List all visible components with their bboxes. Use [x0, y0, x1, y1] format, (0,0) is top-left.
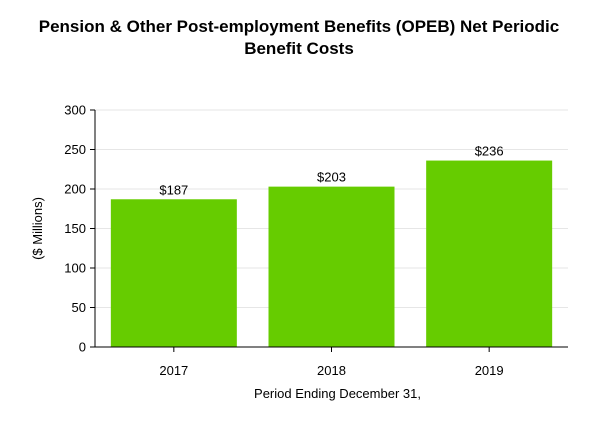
y-tick-label: 150: [64, 221, 86, 236]
x-tick-labels: 2017 2018 2019: [159, 347, 504, 378]
x-tick-label-2017: 2017: [159, 363, 188, 378]
bar-2019: [426, 160, 553, 347]
data-label-2019: $236: [475, 144, 504, 159]
data-label-2017: $187: [159, 182, 188, 197]
x-axis-label: Period Ending December 31,: [254, 386, 421, 401]
y-tick-label: 100: [64, 261, 86, 276]
chart-title: Pension & Other Post-employment Benefits…: [0, 16, 598, 60]
y-tick-label: 0: [79, 340, 86, 355]
y-tick-label: 250: [64, 142, 86, 157]
data-label-2018: $203: [317, 170, 346, 185]
data-labels: $187 $203 $236: [159, 144, 503, 198]
chart-title-line-2: Benefit Costs: [244, 39, 354, 58]
bars: [110, 160, 553, 347]
y-tick-label: 300: [64, 103, 86, 118]
y-axis-label: ($ Millions): [30, 197, 45, 260]
bar-2017: [110, 199, 237, 347]
bar-2018: [268, 186, 395, 347]
x-tick-label-2018: 2018: [317, 363, 346, 378]
y-tick-label: 50: [72, 300, 86, 315]
x-tick-label-2019: 2019: [475, 363, 504, 378]
y-tick-label: 200: [64, 182, 86, 197]
chart-title-line-1: Pension & Other Post-employment Benefits…: [38, 17, 560, 36]
y-tick-labels: 0 50 100 150 200 250 300: [64, 103, 95, 355]
